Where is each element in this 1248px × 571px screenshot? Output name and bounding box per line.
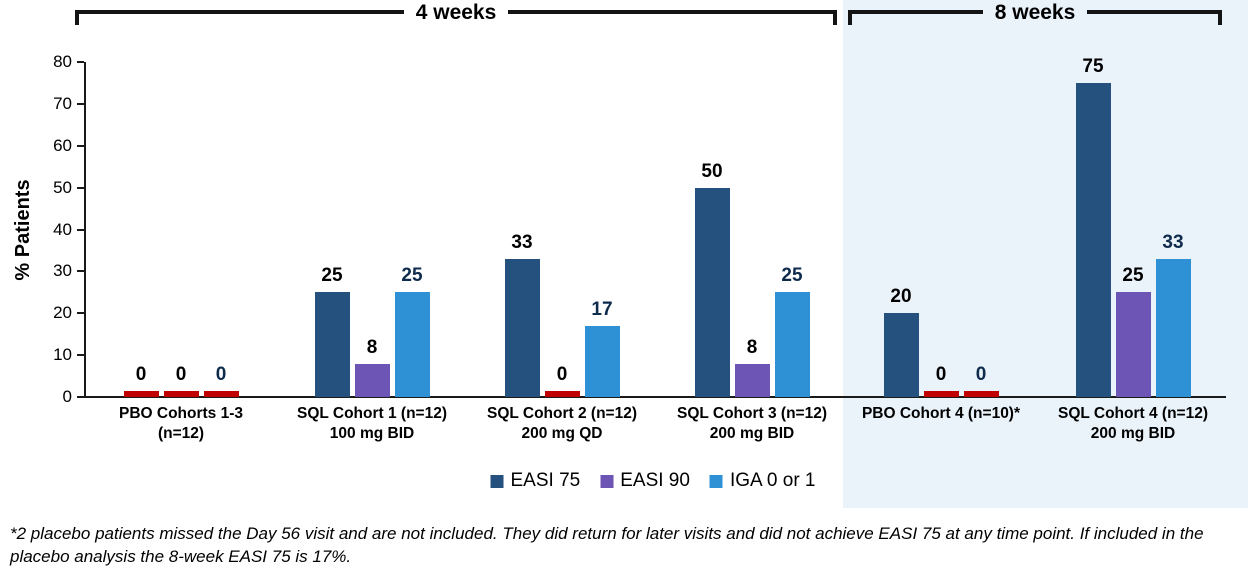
bar-value-label: 33 (511, 231, 533, 253)
bar-value-label: 25 (401, 265, 423, 287)
bar-easi-90 (923, 391, 959, 397)
bar-value-label: 50 (701, 160, 723, 182)
bar-iga-0-or-1 (203, 391, 239, 397)
bar-easi-90 (354, 363, 390, 397)
bar-easi-90 (1115, 292, 1151, 397)
legend-swatch (600, 474, 614, 488)
legend-swatch (709, 474, 723, 488)
bar-iga-0-or-1 (774, 292, 810, 397)
bracket-tick-left (75, 10, 79, 25)
category-label-line1: SQL Cohort 1 (n=12) (297, 405, 447, 422)
bracket-line (852, 10, 983, 14)
y-tick (77, 61, 84, 63)
legend-item-iga-0-or-1: IGA 0 or 1 (709, 470, 816, 492)
bar-value-label: 0 (975, 364, 987, 385)
y-tick-label: 70 (53, 93, 72, 113)
bar-iga-0-or-1 (1155, 258, 1191, 397)
category-label: SQL Cohort 3 (n=12) 200 mg BID (655, 404, 849, 444)
legend-swatch (490, 474, 504, 488)
y-tick (77, 312, 84, 315)
bar-easi-90 (544, 391, 580, 397)
legend-item-easi-90: EASI 90 (600, 470, 690, 492)
bar-easi-75 (883, 313, 919, 397)
y-tick-label: 50 (53, 177, 72, 197)
bar-value-label: 0 (175, 364, 187, 385)
bar-easi-75 (504, 258, 540, 397)
bar-value-label: 8 (746, 336, 758, 358)
bar-value-label: 33 (1162, 231, 1184, 253)
bar-value-label: 0 (135, 364, 147, 385)
bracket-line (1087, 10, 1219, 14)
bar-iga-0-or-1 (584, 325, 620, 397)
bracket-line (79, 10, 404, 14)
category-label-line2: 200 mg BID (1090, 425, 1176, 442)
legend-label: EASI 90 (620, 470, 690, 491)
bar-value-label: 17 (591, 298, 613, 320)
category-label-line2: (n=12) (157, 425, 205, 442)
category-label-line1: PBO Cohorts 1-3 (118, 405, 243, 422)
bracket-tick-left (848, 10, 852, 25)
bar-easi-90 (734, 363, 770, 397)
x-axis-line (84, 396, 1226, 398)
bracket-4-weeks-label: 4 weeks (415, 1, 497, 24)
bracket-8-weeks-label: 8 weeks (994, 1, 1076, 24)
bar-value-label: 8 (366, 336, 378, 358)
bar-value-label: 0 (935, 364, 947, 385)
category-label-line1: SQL Cohort 2 (n=12) (487, 405, 637, 422)
y-tick (77, 144, 84, 147)
bracket-tick-right (833, 10, 838, 25)
category-label-line1: SQL Cohort 4 (n=12) (1058, 405, 1208, 422)
legend-item-easi-75: EASI 75 (490, 470, 581, 492)
y-tick (77, 396, 84, 398)
category-label: SQL Cohort 2 (n=12) 200 mg QD (465, 404, 659, 444)
bar-easi-90 (163, 391, 199, 397)
bar-easi-75 (1075, 82, 1111, 397)
bar-easi-75 (694, 187, 730, 397)
bar-value-label: 25 (321, 265, 343, 287)
category-label: SQL Cohort 1 (n=12) 100 mg BID (275, 404, 469, 444)
bar-value-label: 25 (1122, 265, 1144, 287)
bar-value-label: 0 (556, 364, 568, 385)
category-label-line2: 200 mg BID (709, 425, 795, 442)
bracket-8-weeks: 8 weeks (848, 2, 1223, 28)
bar-iga-0-or-1 (963, 391, 999, 397)
bracket-tick-right (1218, 10, 1223, 25)
y-tick (77, 186, 84, 189)
footnote-text: *2 placebo patients missed the Day 56 vi… (10, 524, 1204, 567)
y-tick-label: 40 (53, 219, 72, 239)
category-label-line2: 200 mg QD (521, 425, 603, 442)
bracket-line (508, 10, 834, 14)
category-label-line1: PBO Cohort 4 (n=10)* (861, 405, 1021, 422)
bar-value-label: 20 (890, 286, 912, 308)
category-label: PBO Cohorts 1-3 (n=12) (84, 404, 278, 444)
y-tick (77, 228, 84, 231)
legend-label: IGA 0 or 1 (729, 470, 816, 491)
bar-iga-0-or-1 (394, 292, 430, 397)
bar-easi-75 (123, 391, 159, 397)
y-tick-label: 20 (53, 303, 72, 323)
bar-value-label: 25 (781, 265, 803, 287)
y-tick (77, 354, 84, 357)
bar-easi-75 (314, 292, 350, 397)
category-label: PBO Cohort 4 (n=10)* (844, 404, 1038, 424)
y-tick-label: 0 (62, 387, 72, 406)
y-tick-label: 10 (53, 345, 72, 365)
bar-value-label: 75 (1082, 55, 1104, 77)
y-tick (77, 102, 84, 105)
category-label-line2: 100 mg BID (329, 425, 415, 442)
legend-label: EASI 75 (510, 470, 581, 491)
bracket-4-weeks: 4 weeks (75, 2, 838, 28)
y-tick-label: 60 (53, 135, 72, 155)
legend: EASI 75 EASI 90 IGA 0 or 1 (490, 470, 816, 492)
category-label-line1: SQL Cohort 3 (n=12) (677, 405, 827, 422)
eight-weeks-shaded-region (843, 0, 1248, 508)
category-label: SQL Cohort 4 (n=12) 200 mg BID (1036, 404, 1230, 444)
y-axis-line (84, 62, 86, 398)
bar-value-label: 0 (215, 364, 227, 385)
y-tick-label: 80 (53, 52, 72, 71)
y-tick (77, 270, 84, 273)
y-tick-label: 30 (53, 261, 72, 281)
